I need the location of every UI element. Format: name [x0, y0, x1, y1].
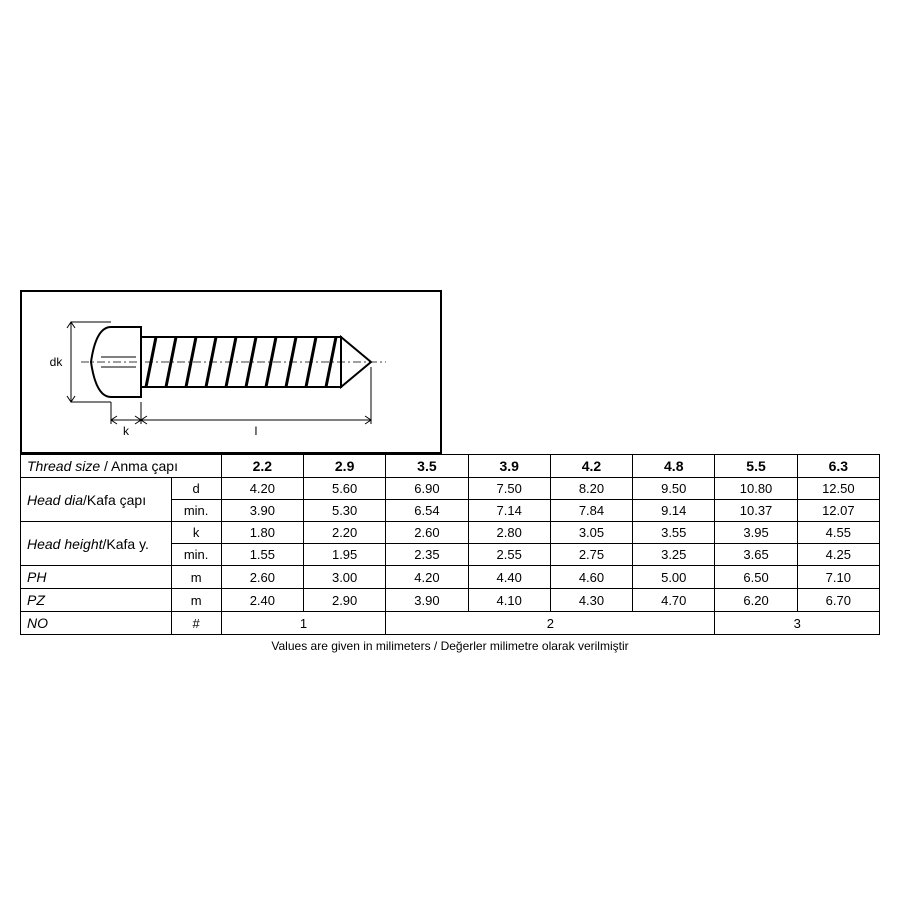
hd-d-1: 5.60	[303, 478, 385, 500]
screw-diagram-icon: dk	[41, 302, 421, 442]
pz-row: PZ m 2.40 2.90 3.90 4.10 4.30 4.70 6.20 …	[21, 589, 880, 612]
hd-d-3: 7.50	[468, 478, 550, 500]
hd-min-1: 5.30	[303, 500, 385, 522]
pz-0: 2.40	[221, 589, 303, 612]
head-height-alt: /Kafa y.	[103, 536, 149, 552]
hh-k-0: 1.80	[221, 522, 303, 544]
pz-7: 6.70	[797, 589, 879, 612]
ph-0: 2.60	[221, 566, 303, 589]
hh-min-2: 2.35	[386, 544, 468, 566]
sym-min-1: min.	[171, 500, 221, 522]
head-dia-text: Head dia	[27, 492, 83, 508]
ph-label: PH	[21, 566, 172, 589]
size-0: 2.2	[221, 455, 303, 478]
hd-min-6: 10.37	[715, 500, 797, 522]
hh-min-4: 2.75	[550, 544, 632, 566]
size-3: 3.9	[468, 455, 550, 478]
ph-2: 4.20	[386, 566, 468, 589]
screw-diagram-box: dk	[20, 290, 442, 454]
thread-size-text: Thread size	[27, 458, 100, 474]
k-label: k	[123, 424, 130, 438]
pz-3: 4.10	[468, 589, 550, 612]
thread-size-alt: / Anma çapı	[100, 458, 178, 474]
hd-min-7: 12.07	[797, 500, 879, 522]
ph-6: 6.50	[715, 566, 797, 589]
hh-k-7: 4.55	[797, 522, 879, 544]
pz-5: 4.70	[633, 589, 715, 612]
ph-1: 3.00	[303, 566, 385, 589]
pz-2: 3.90	[386, 589, 468, 612]
hd-min-2: 6.54	[386, 500, 468, 522]
hh-k-1: 2.20	[303, 522, 385, 544]
no-row: NO # 1 2 3	[21, 612, 880, 635]
sym-k: k	[171, 522, 221, 544]
hd-d-7: 12.50	[797, 478, 879, 500]
no-group-1: 2	[386, 612, 715, 635]
no-group-0: 1	[221, 612, 386, 635]
head-dia-alt: /Kafa çapı	[83, 492, 146, 508]
hh-min-1: 1.95	[303, 544, 385, 566]
hd-min-5: 9.14	[633, 500, 715, 522]
hh-min-5: 3.25	[633, 544, 715, 566]
size-6: 5.5	[715, 455, 797, 478]
pz-4: 4.30	[550, 589, 632, 612]
hd-d-5: 9.50	[633, 478, 715, 500]
ph-7: 7.10	[797, 566, 879, 589]
content-container: dk	[20, 290, 880, 653]
head-height-text: Head height	[27, 536, 103, 552]
head-dia-d-row: Head dia/Kafa çapı d 4.20 5.60 6.90 7.50…	[21, 478, 880, 500]
pz-label: PZ	[21, 589, 172, 612]
ph-row: PH m 2.60 3.00 4.20 4.40 4.60 5.00 6.50 …	[21, 566, 880, 589]
hh-min-0: 1.55	[221, 544, 303, 566]
sym-m-2: m	[171, 589, 221, 612]
header-row: Thread size / Anma çapı 2.2 2.9 3.5 3.9 …	[21, 455, 880, 478]
thread-size-label: Thread size / Anma çapı	[21, 455, 222, 478]
hh-min-3: 2.55	[468, 544, 550, 566]
size-7: 6.3	[797, 455, 879, 478]
hd-d-4: 8.20	[550, 478, 632, 500]
head-height-k-row: Head height/Kafa y. k 1.80 2.20 2.60 2.8…	[21, 522, 880, 544]
hd-d-2: 6.90	[386, 478, 468, 500]
sym-min-2: min.	[171, 544, 221, 566]
l-label: l	[255, 424, 258, 438]
hh-k-5: 3.55	[633, 522, 715, 544]
hh-k-6: 3.95	[715, 522, 797, 544]
size-2: 3.5	[386, 455, 468, 478]
hd-min-4: 7.84	[550, 500, 632, 522]
sym-hash: #	[171, 612, 221, 635]
hh-min-6: 3.65	[715, 544, 797, 566]
size-4: 4.2	[550, 455, 632, 478]
size-5: 4.8	[633, 455, 715, 478]
no-group-2: 3	[715, 612, 880, 635]
pz-1: 2.90	[303, 589, 385, 612]
d-label: dk	[50, 355, 64, 369]
sym-m-1: m	[171, 566, 221, 589]
hh-min-7: 4.25	[797, 544, 879, 566]
hd-d-6: 10.80	[715, 478, 797, 500]
hd-d-0: 4.20	[221, 478, 303, 500]
head-height-label: Head height/Kafa y.	[21, 522, 172, 566]
head-dia-label: Head dia/Kafa çapı	[21, 478, 172, 522]
ph-4: 4.60	[550, 566, 632, 589]
spec-table: Thread size / Anma çapı 2.2 2.9 3.5 3.9 …	[20, 454, 880, 635]
hh-k-2: 2.60	[386, 522, 468, 544]
hd-min-0: 3.90	[221, 500, 303, 522]
ph-3: 4.40	[468, 566, 550, 589]
sym-d: d	[171, 478, 221, 500]
no-label: NO	[21, 612, 172, 635]
size-1: 2.9	[303, 455, 385, 478]
footnote-text: Values are given in milimeters / Değerle…	[20, 639, 880, 653]
ph-5: 5.00	[633, 566, 715, 589]
pz-6: 6.20	[715, 589, 797, 612]
hh-k-3: 2.80	[468, 522, 550, 544]
hh-k-4: 3.05	[550, 522, 632, 544]
hd-min-3: 7.14	[468, 500, 550, 522]
